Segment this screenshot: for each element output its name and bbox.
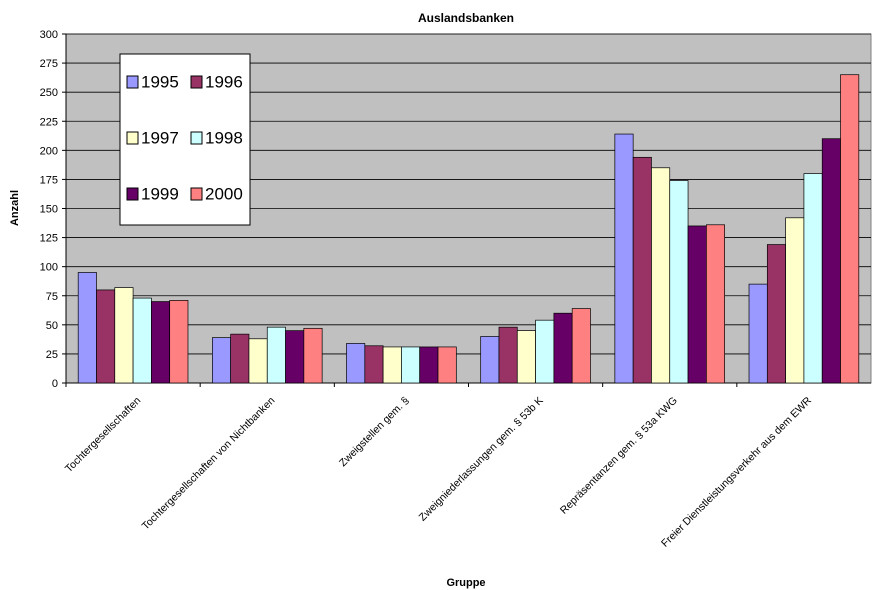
y-tick-label: 275 — [40, 58, 58, 70]
bar — [748, 283, 768, 384]
legend-swatch — [126, 75, 139, 89]
bar — [614, 133, 634, 384]
legend-swatch — [190, 131, 203, 145]
bar — [785, 217, 805, 384]
y-tick-label: 125 — [40, 233, 58, 245]
legend-swatch — [190, 75, 203, 89]
bar — [364, 345, 384, 384]
y-axis-label: Anzahl — [9, 190, 21, 226]
y-tick-label: 25 — [46, 349, 58, 361]
bar — [705, 224, 725, 384]
y-tick-label: 0 — [52, 378, 58, 390]
bar — [553, 312, 573, 384]
bar — [419, 346, 439, 384]
bar — [230, 333, 250, 384]
y-tick-label: 100 — [40, 262, 58, 274]
legend-box — [119, 53, 251, 226]
x-tick-label: Tochtergesellschaften — [63, 395, 143, 475]
bar — [248, 338, 268, 384]
y-tick-label: 300 — [40, 29, 58, 41]
legend-label: 1996 — [205, 72, 243, 91]
bar — [77, 272, 97, 384]
legend-label: 1998 — [205, 128, 243, 147]
bar — [651, 167, 671, 384]
bar — [303, 327, 323, 384]
bar — [285, 330, 305, 384]
y-tick-label: 200 — [40, 145, 58, 157]
legend-swatch — [190, 187, 203, 201]
bar — [96, 289, 116, 384]
bar — [571, 308, 591, 384]
y-tick-label: 250 — [40, 87, 58, 99]
y-tick-label: 175 — [40, 174, 58, 186]
bar — [169, 300, 189, 384]
legend-label: 1995 — [141, 72, 179, 91]
x-tick-label: Tochtergesellschaften von Nichtbanken — [140, 395, 278, 533]
bar — [114, 287, 134, 384]
bar — [516, 330, 536, 384]
x-axis-label: Gruppe — [446, 577, 485, 589]
bar — [346, 343, 366, 384]
bar — [766, 244, 786, 384]
bar — [266, 326, 286, 384]
legend-swatch — [126, 187, 139, 201]
bar — [840, 74, 860, 384]
y-tick-label: 225 — [40, 116, 58, 128]
x-tick-label: Zweigstellen gem. § — [337, 395, 412, 470]
legend-label: 1997 — [141, 128, 179, 147]
chart-title: Auslandsbanken — [418, 11, 514, 25]
bar — [687, 225, 707, 384]
bar — [632, 156, 652, 384]
bar — [437, 346, 457, 384]
bar — [212, 337, 232, 384]
bar — [821, 138, 841, 384]
x-tick-label: Repräsentanzen gem. § 53a KWG — [558, 395, 680, 517]
bar — [401, 346, 421, 384]
bar — [669, 180, 689, 384]
bar — [151, 301, 171, 384]
bar — [480, 336, 500, 384]
bar — [498, 326, 518, 384]
legend-label: 1999 — [141, 184, 179, 203]
legend-label: 2000 — [205, 184, 243, 203]
x-tick-label: Freier Dienstleistungsverkehr aus dem EW… — [659, 394, 814, 549]
y-tick-label: 150 — [40, 204, 58, 216]
bar — [382, 346, 402, 384]
bar — [535, 319, 555, 384]
y-tick-label: 75 — [46, 291, 58, 303]
y-tick-label: 50 — [46, 320, 58, 332]
bar — [803, 173, 823, 384]
bar — [132, 297, 152, 384]
legend-swatch — [126, 131, 139, 145]
x-tick-label: Zweigniederlassungen gem. § 53b K — [417, 395, 546, 524]
